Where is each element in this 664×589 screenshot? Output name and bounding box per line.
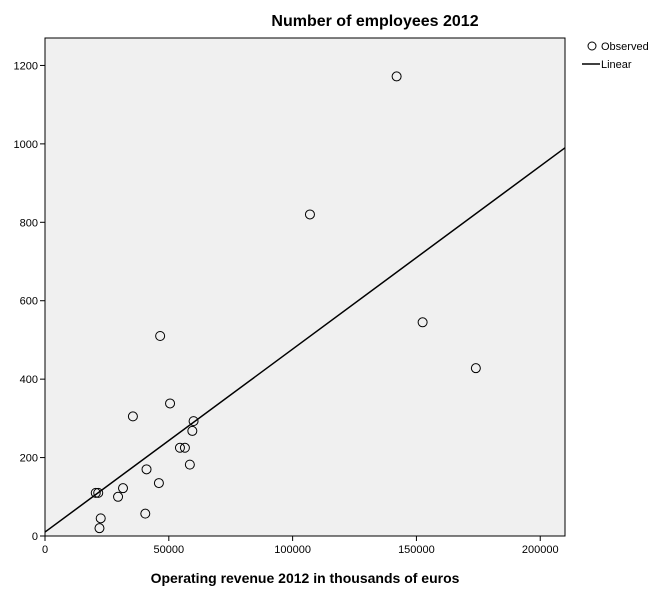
data-point <box>174 442 185 453</box>
data-point <box>391 71 402 82</box>
x-tick-label: 200000 <box>522 544 559 556</box>
data-point <box>93 487 104 498</box>
data-point <box>179 442 190 453</box>
x-tick-label: 100000 <box>274 544 311 556</box>
legend-linear-label: Linear <box>601 59 632 71</box>
data-point <box>127 411 138 422</box>
legend-observed-marker <box>587 41 597 51</box>
data-point <box>153 478 164 489</box>
regression-line <box>44 147 566 533</box>
y-tick-label: 1000 <box>14 139 38 151</box>
data-point <box>118 483 128 494</box>
x-tick-label: 150000 <box>398 544 435 556</box>
data-point <box>188 416 199 427</box>
data-point <box>113 491 124 502</box>
y-tick-label: 1200 <box>14 60 38 72</box>
data-point <box>95 513 106 524</box>
legend-observed-label: Observed <box>601 41 649 53</box>
data-point <box>165 398 176 409</box>
x-axis: 0 50000 100000 150000 200000 <box>42 536 559 556</box>
plot-area <box>44 37 566 537</box>
data-point <box>155 331 166 342</box>
data-point <box>90 487 101 498</box>
y-tick-label: 0 <box>32 531 38 543</box>
data-point <box>140 508 151 519</box>
data-point <box>304 209 315 220</box>
data-point <box>187 425 198 436</box>
y-tick-label: 400 <box>20 374 38 386</box>
legend: Observed Linear <box>582 41 649 71</box>
y-tick-label: 800 <box>20 217 38 229</box>
regression-line-layer <box>44 147 566 533</box>
y-tick-label: 600 <box>20 296 38 308</box>
data-point <box>417 317 428 328</box>
data-point <box>184 459 195 470</box>
x-tick-label: 0 <box>42 544 48 556</box>
data-point <box>470 363 481 374</box>
x-tick-label: 50000 <box>154 544 185 556</box>
y-tick-label: 200 <box>20 453 38 465</box>
chart-title: Number of employees 2012 <box>271 13 478 30</box>
y-axis: 0 200 400 600 800 1000 1200 <box>14 60 45 543</box>
data-points-layer <box>90 71 481 534</box>
data-point <box>94 523 105 534</box>
data-point <box>141 464 152 475</box>
x-axis-label: Operating revenue 2012 in thousands of e… <box>151 570 460 586</box>
